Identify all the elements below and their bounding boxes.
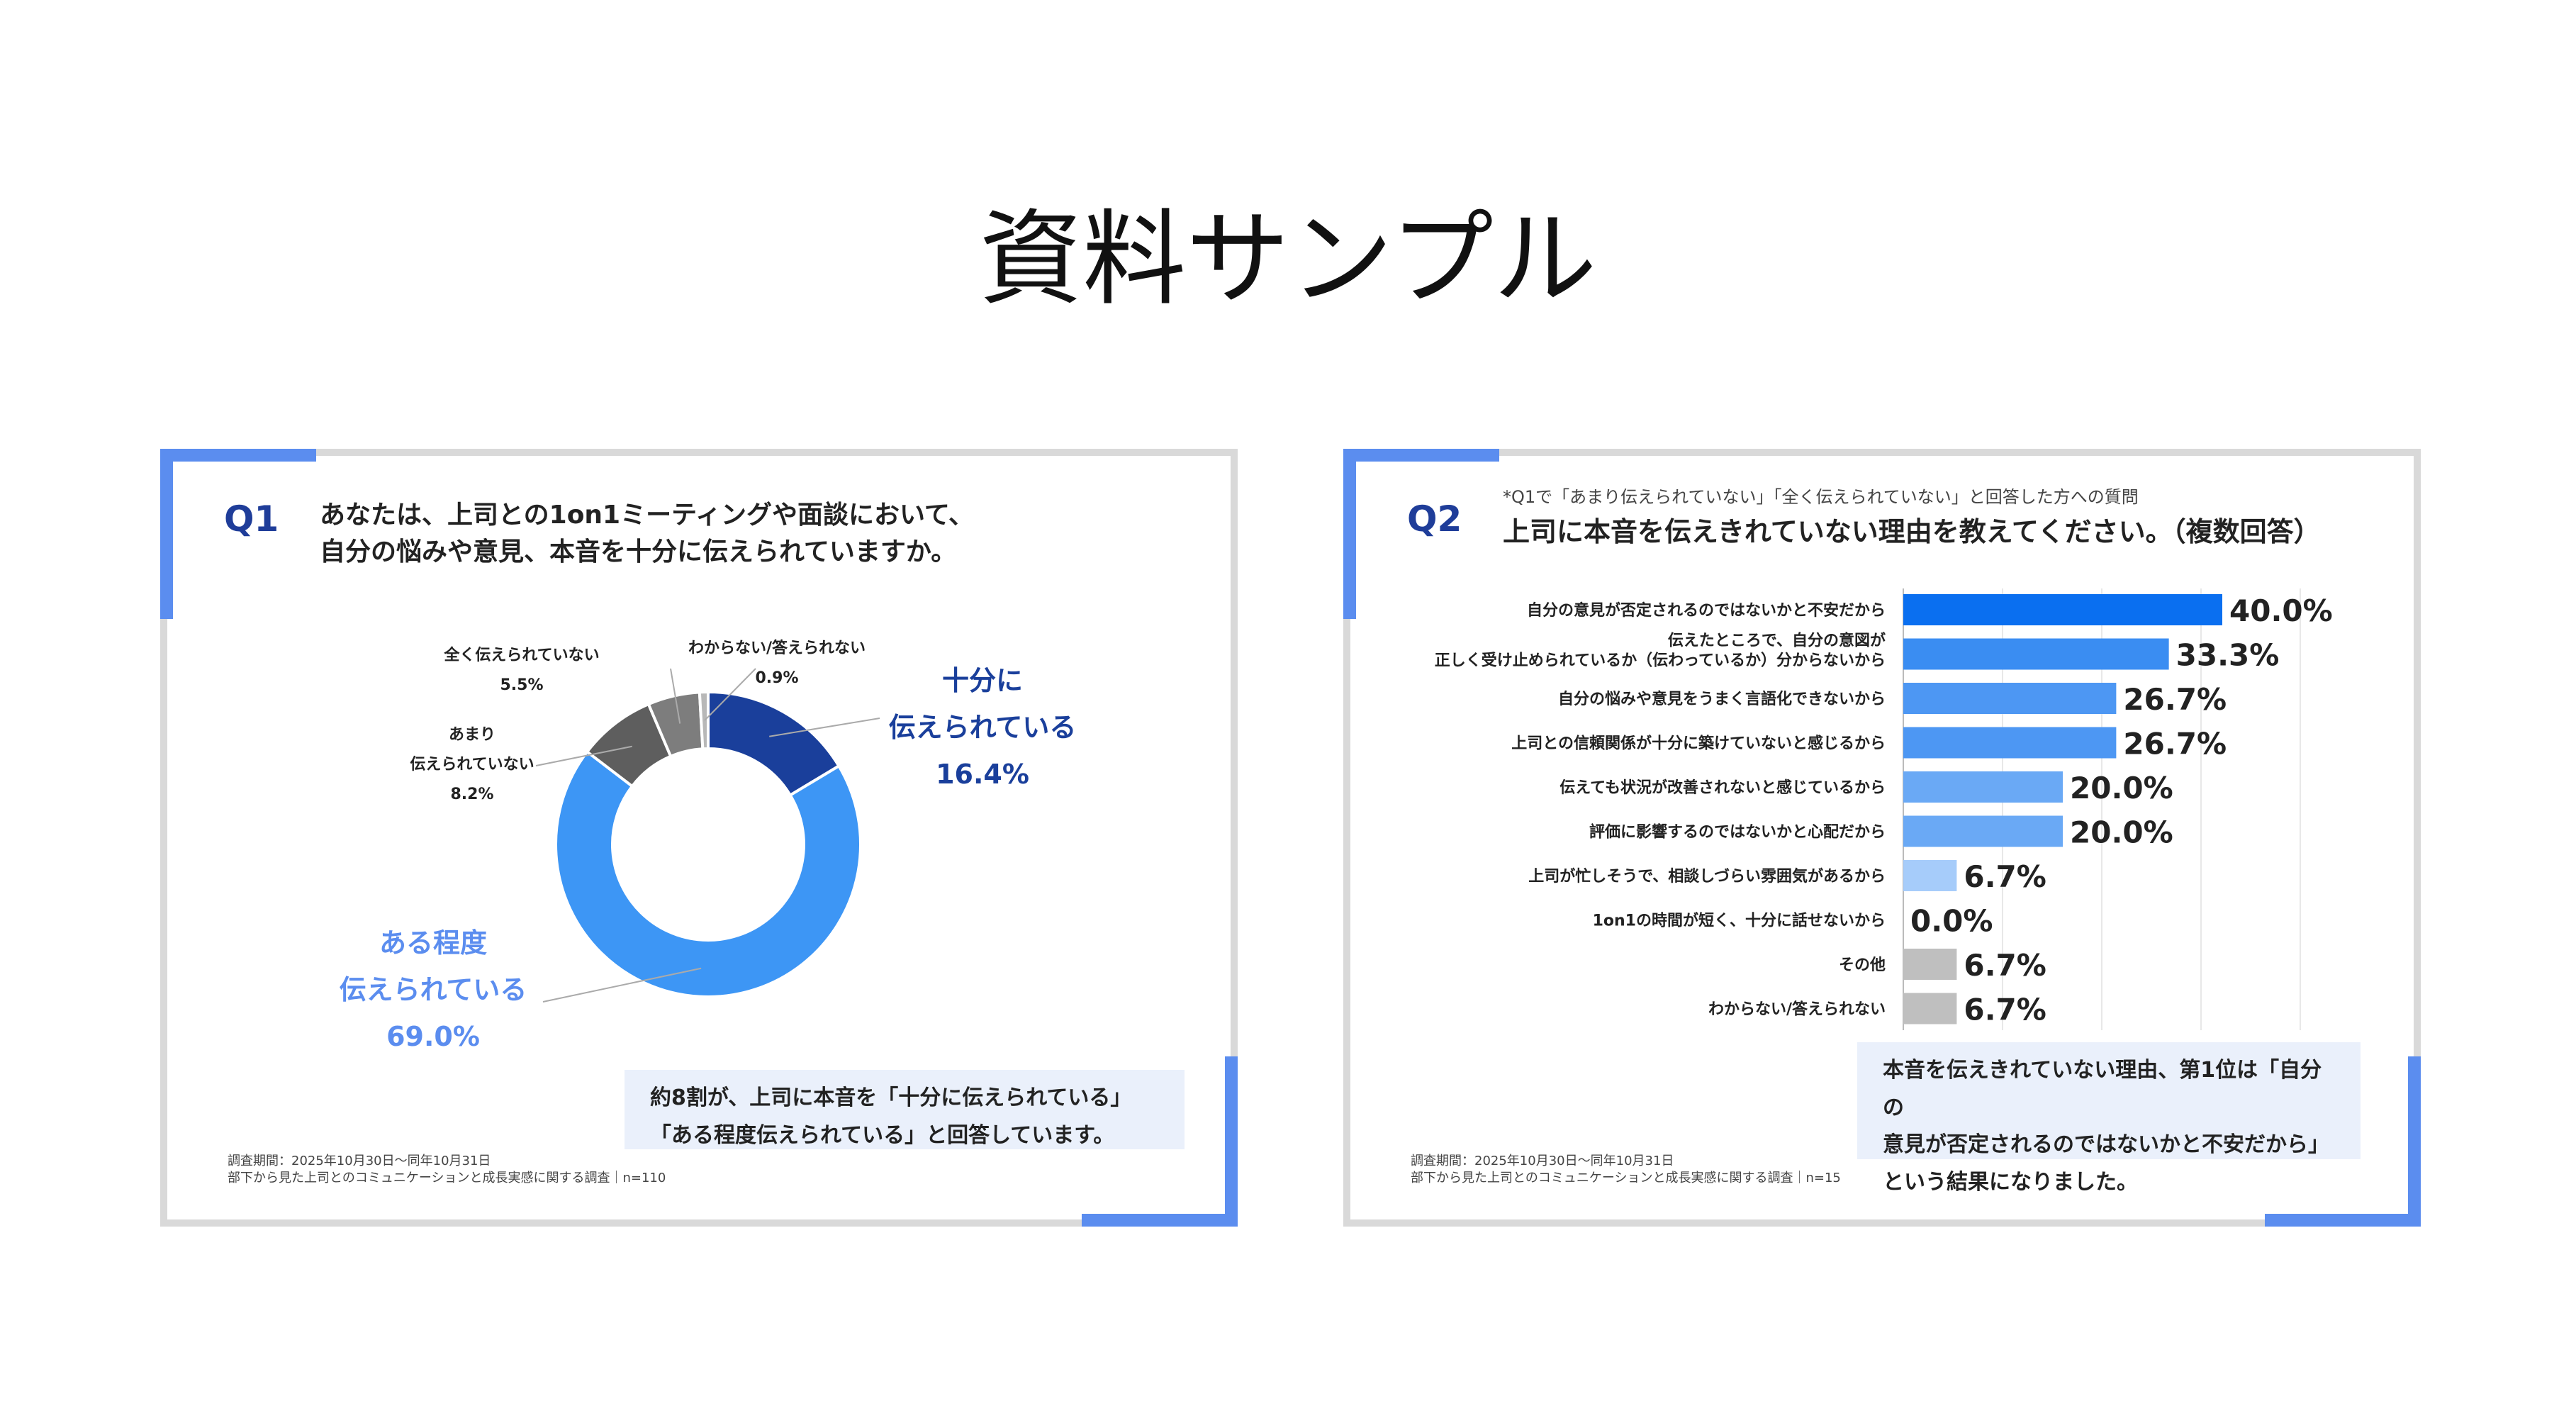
bar (1903, 771, 2063, 803)
leader-line (704, 668, 756, 721)
value-label: 0.0% (1910, 904, 1993, 939)
question-text: あなたは、上司との1on1ミーティングや面談において、 自分の悩みや意見、本音を… (320, 497, 1206, 571)
slice-label: ある程度 (379, 927, 487, 959)
slice-label: 伝えられている (889, 712, 1077, 743)
leader-line (542, 967, 702, 1003)
footnote: 調査期間：2025年10月30日〜同年10月31日 部下から見た上司とのコミュニ… (228, 1153, 666, 1188)
corner-accent (1343, 449, 1356, 619)
slice-value-label: 16.4% (936, 759, 1029, 790)
bar (1903, 993, 1957, 1025)
leader-line (769, 718, 880, 737)
category-label: 伝えても状況が改善されないと感じているから (1559, 778, 1886, 797)
slice-label: 十分に (942, 665, 1023, 696)
category-label: 上司が忙しそうで、相談しづらい雰囲気があるから (1528, 867, 1886, 886)
value-label: 26.7% (2123, 682, 2227, 717)
q1-card: Q1 あなたは、上司との1on1ミーティングや面談において、 自分の悩みや意見、… (160, 449, 1238, 1227)
question-number: Q1 (224, 498, 279, 540)
slice-label: 全く伝えられていない (443, 646, 599, 664)
question-number: Q2 (1407, 498, 1462, 540)
slice-value-label: 8.2% (450, 786, 493, 803)
bar (1903, 727, 2117, 759)
leader-line (535, 745, 632, 766)
donut-chart: 十分に伝えられている16.4%ある程度伝えられている69.0%あまり伝えられてい… (340, 639, 1077, 1052)
category-label: 正しく受け止められているか（伝わっているか）分からないから (1435, 652, 1886, 670)
value-label: 20.0% (2070, 771, 2173, 805)
corner-accent (160, 449, 316, 462)
value-label: 6.7% (1964, 859, 2046, 894)
bar (1903, 860, 1957, 891)
footnote-survey: 部下から見た上司とのコミュニケーションと成長実感に関する調査｜n=110 (228, 1171, 666, 1186)
donut-slice (554, 749, 862, 998)
bar (1903, 638, 2169, 670)
slice-label: あまり (449, 726, 495, 744)
slice-value-label: 69.0% (386, 1021, 480, 1052)
corner-accent (1343, 449, 1499, 462)
category-label: 上司との信頼関係が十分に築けていないと感じるから (1511, 735, 1886, 753)
question-line: あなたは、上司との1on1ミーティングや面談において、 (320, 501, 975, 530)
value-label: 33.3% (2176, 638, 2280, 673)
slice-label: わからない/答えられない (688, 639, 866, 657)
value-label: 20.0% (2070, 815, 2173, 850)
leader-line (670, 668, 681, 724)
summary-box: 本音を伝えきれていない理由、第1位は「自分の 意見が否定されるのではないかと不安… (1857, 1042, 2361, 1195)
value-label: 6.7% (1964, 948, 2046, 983)
footnote: 調査期間：2025年10月30日〜同年10月31日 部下から見た上司とのコミュニ… (1411, 1153, 1841, 1188)
corner-accent (2408, 1056, 2421, 1227)
category-label: その他 (1839, 956, 1886, 974)
bar (1903, 594, 2222, 625)
summary-line: という結果になりました。 (1883, 1169, 2138, 1195)
footnote-survey: 部下から見た上司とのコミュニケーションと成長実感に関する調査｜n=15 (1411, 1171, 1841, 1186)
bar (1903, 949, 1957, 980)
category-label: 自分の意見が否定されるのではないかと不安だから (1527, 601, 1886, 620)
bar (1903, 815, 2063, 847)
bar-chart: 自分の意見が否定されるのではないかと不安だから 40.0% 伝えたところで、自分の意… (1435, 588, 2333, 1030)
slice-value-label: 5.5% (500, 676, 543, 694)
category-label: 自分の悩みや意見をうまく言語化できないから (1558, 690, 1886, 708)
category-label: 1on1の時間が短く、十分に話せないから (1593, 912, 1886, 930)
slice-value-label: 0.9% (755, 669, 798, 687)
corner-accent (160, 449, 173, 619)
summary-box: 約8割が、上司に本音を「十分に伝えられている」「ある程度伝えられている」と回答し… (625, 1070, 1185, 1149)
value-label: 6.7% (1964, 993, 2046, 1027)
q2-card: Q2 *Q1で「あまり伝えられていない」「全く伝えられていない」と回答した方への… (1343, 449, 2421, 1227)
corner-accent (1225, 1056, 1238, 1227)
corner-accent (1082, 1214, 1238, 1227)
footnote-period: 調査期間：2025年10月30日〜同年10月31日 (1411, 1154, 1674, 1168)
value-label: 40.0% (2229, 593, 2333, 628)
summary-line: 本音を伝えきれていない理由、第1位は「自分の (1883, 1058, 2322, 1120)
slice-label: 伝えられている (340, 974, 527, 1005)
category-label: わからない/答えられない (1708, 1000, 1886, 1019)
bar (1903, 683, 2117, 714)
category-label: 評価に影響するのではないかと心配だから (1589, 823, 1886, 842)
summary-line: 意見が否定されるのではないかと不安だから」 (1883, 1132, 2329, 1157)
value-label: 26.7% (2123, 727, 2227, 761)
slice-label: 伝えられていない (410, 756, 534, 774)
donut-slice (698, 690, 710, 751)
footnote-period: 調査期間：2025年10月30日〜同年10月31日 (228, 1154, 491, 1168)
corner-accent (2265, 1214, 2421, 1227)
category-label: 伝えたところで、自分の意図が (1668, 632, 1886, 650)
question-text: 上司に本音を伝えきれていない理由を教えてください。（複数回答） (1503, 516, 2321, 547)
question-note: *Q1で「あまり伝えられていない」「全く伝えられていない」と回答した方への質問 (1503, 487, 2139, 507)
question-line: 自分の悩みや意見、本音を十分に伝えられていますか。 (320, 537, 957, 567)
page-title: 資料サンプル (979, 199, 1597, 320)
